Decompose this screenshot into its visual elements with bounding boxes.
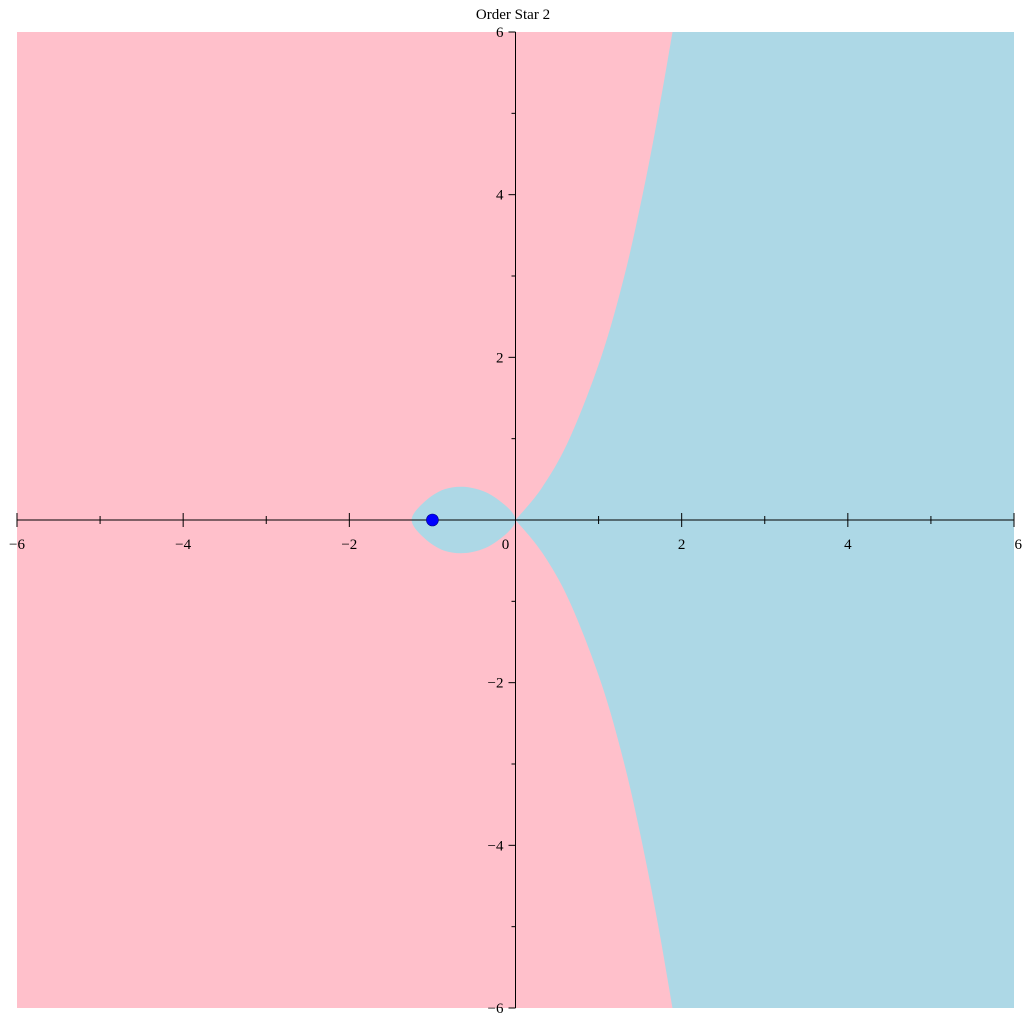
x-tick-label: 2: [678, 537, 686, 553]
x-tick-label: 4: [844, 537, 852, 553]
x-tick-label: 0: [502, 537, 510, 553]
y-tick-label: 2: [496, 350, 504, 366]
y-tick-label: −4: [488, 838, 504, 854]
data-points: [426, 513, 439, 527]
x-tick-label: 6: [1015, 537, 1023, 553]
y-tick-label: 4: [496, 188, 504, 204]
y-tick-label: −2: [488, 676, 504, 692]
y-tick-label: 6: [496, 25, 504, 41]
y-tick-label: −6: [488, 1001, 504, 1017]
axes: −6 −4 −2 0 2 4 6 −6 −4 −2 2 4 6: [9, 25, 1023, 1017]
x-tick-label: −6: [9, 537, 25, 553]
x-tick-label: −2: [341, 537, 357, 553]
x-tick-label: −4: [175, 537, 191, 553]
chart-title: Order Star 2: [476, 7, 550, 23]
pole-point: [426, 513, 439, 527]
